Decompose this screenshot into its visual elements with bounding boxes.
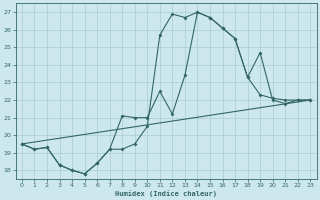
X-axis label: Humidex (Indice chaleur): Humidex (Indice chaleur) (115, 190, 217, 197)
